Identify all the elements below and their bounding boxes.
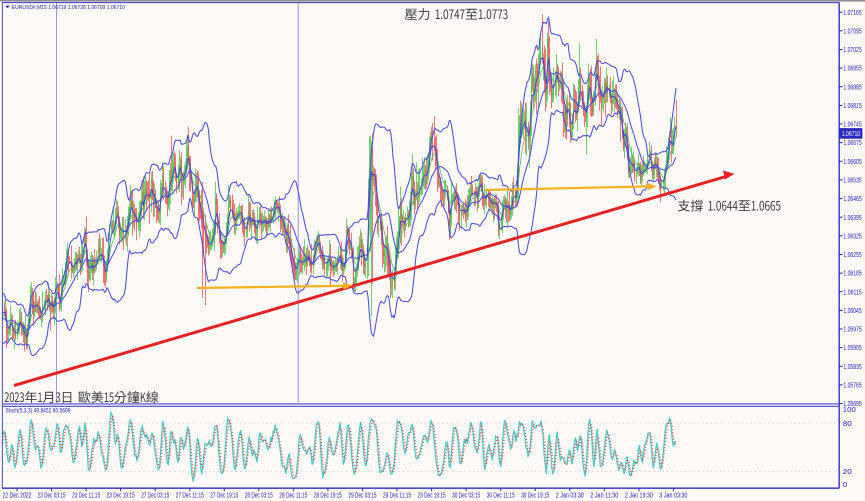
svg-text:1.07165: 1.07165: [843, 8, 861, 17]
svg-text:30 Dec 03:15: 30 Dec 03:15: [452, 491, 480, 500]
svg-text:29 Dec 03:15: 29 Dec 03:15: [349, 491, 377, 500]
svg-text:1.06255: 1.06255: [843, 250, 861, 259]
svg-text:EURUSD#,M15 1.06719 1.06728 1: EURUSD#,M15 1.06719 1.06728 1.06709 1.06…: [12, 5, 125, 11]
svg-text:1.06815: 1.06815: [843, 101, 861, 110]
svg-text:27 Dec 03:15: 27 Dec 03:15: [141, 491, 169, 500]
svg-text:1.05975: 1.05975: [843, 325, 861, 334]
svg-text:30 Dec 19:15: 30 Dec 19:15: [521, 491, 549, 500]
svg-text:27 Dec 19:15: 27 Dec 19:15: [210, 491, 238, 500]
svg-text:1.06605: 1.06605: [843, 157, 861, 166]
svg-text:29 Dec 11:15: 29 Dec 11:15: [383, 491, 411, 500]
svg-text:1.06745: 1.06745: [843, 120, 861, 129]
svg-text:1.05765: 1.05765: [843, 381, 861, 390]
svg-text:1.06045: 1.06045: [843, 306, 861, 315]
svg-text:1.05695: 1.05695: [843, 399, 861, 408]
svg-text:Stoch(5,3,3) 49.8452 60.5699: Stoch(5,3,3) 49.8452 60.5699: [6, 407, 71, 414]
svg-text:20: 20: [843, 467, 852, 476]
svg-text:1.06675: 1.06675: [843, 138, 861, 147]
svg-text:2 Jan 11:30: 2 Jan 11:30: [590, 491, 618, 500]
svg-text:1.06115: 1.06115: [843, 287, 861, 296]
svg-text:1.06710: 1.06710: [842, 129, 860, 138]
svg-text:28 Dec 03:15: 28 Dec 03:15: [245, 491, 273, 500]
svg-text:1.06465: 1.06465: [843, 194, 861, 203]
svg-text:23 Dec 03:15: 23 Dec 03:15: [38, 491, 66, 500]
svg-text:0: 0: [843, 480, 848, 489]
svg-text:1.06395: 1.06395: [843, 213, 861, 222]
svg-text:1.05835: 1.05835: [843, 362, 861, 371]
svg-text:23 Dec 11:15: 23 Dec 11:15: [72, 491, 100, 500]
svg-text:23 Dec 19:15: 23 Dec 19:15: [107, 491, 135, 500]
svg-text:1.06185: 1.06185: [843, 269, 861, 278]
svg-text:2 Jan 03:30: 2 Jan 03:30: [556, 491, 584, 500]
svg-text:2 Jan 19:30: 2 Jan 19:30: [625, 491, 653, 500]
svg-text:1.06325: 1.06325: [843, 231, 861, 240]
svg-text:1.07025: 1.07025: [843, 45, 861, 54]
svg-text:1.06955: 1.06955: [843, 64, 861, 73]
svg-text:22 Dec 2022: 22 Dec 2022: [3, 491, 32, 500]
svg-text:1.06885: 1.06885: [843, 82, 861, 91]
svg-text:30 Dec 11:15: 30 Dec 11:15: [487, 491, 515, 500]
svg-text:28 Dec 19:15: 28 Dec 19:15: [314, 491, 342, 500]
svg-text:1.05905: 1.05905: [843, 343, 861, 352]
svg-text:100: 100: [843, 405, 856, 414]
svg-text:27 Dec 11:15: 27 Dec 11:15: [176, 491, 204, 500]
svg-text:3 Jan 03:30: 3 Jan 03:30: [659, 491, 687, 500]
svg-text:1.06535: 1.06535: [843, 176, 861, 185]
svg-text:29 Dec 19:15: 29 Dec 19:15: [418, 491, 446, 500]
svg-text:1.07095: 1.07095: [843, 26, 861, 35]
svg-text:80: 80: [843, 419, 852, 428]
svg-text:28 Dec 11:15: 28 Dec 11:15: [279, 491, 307, 500]
